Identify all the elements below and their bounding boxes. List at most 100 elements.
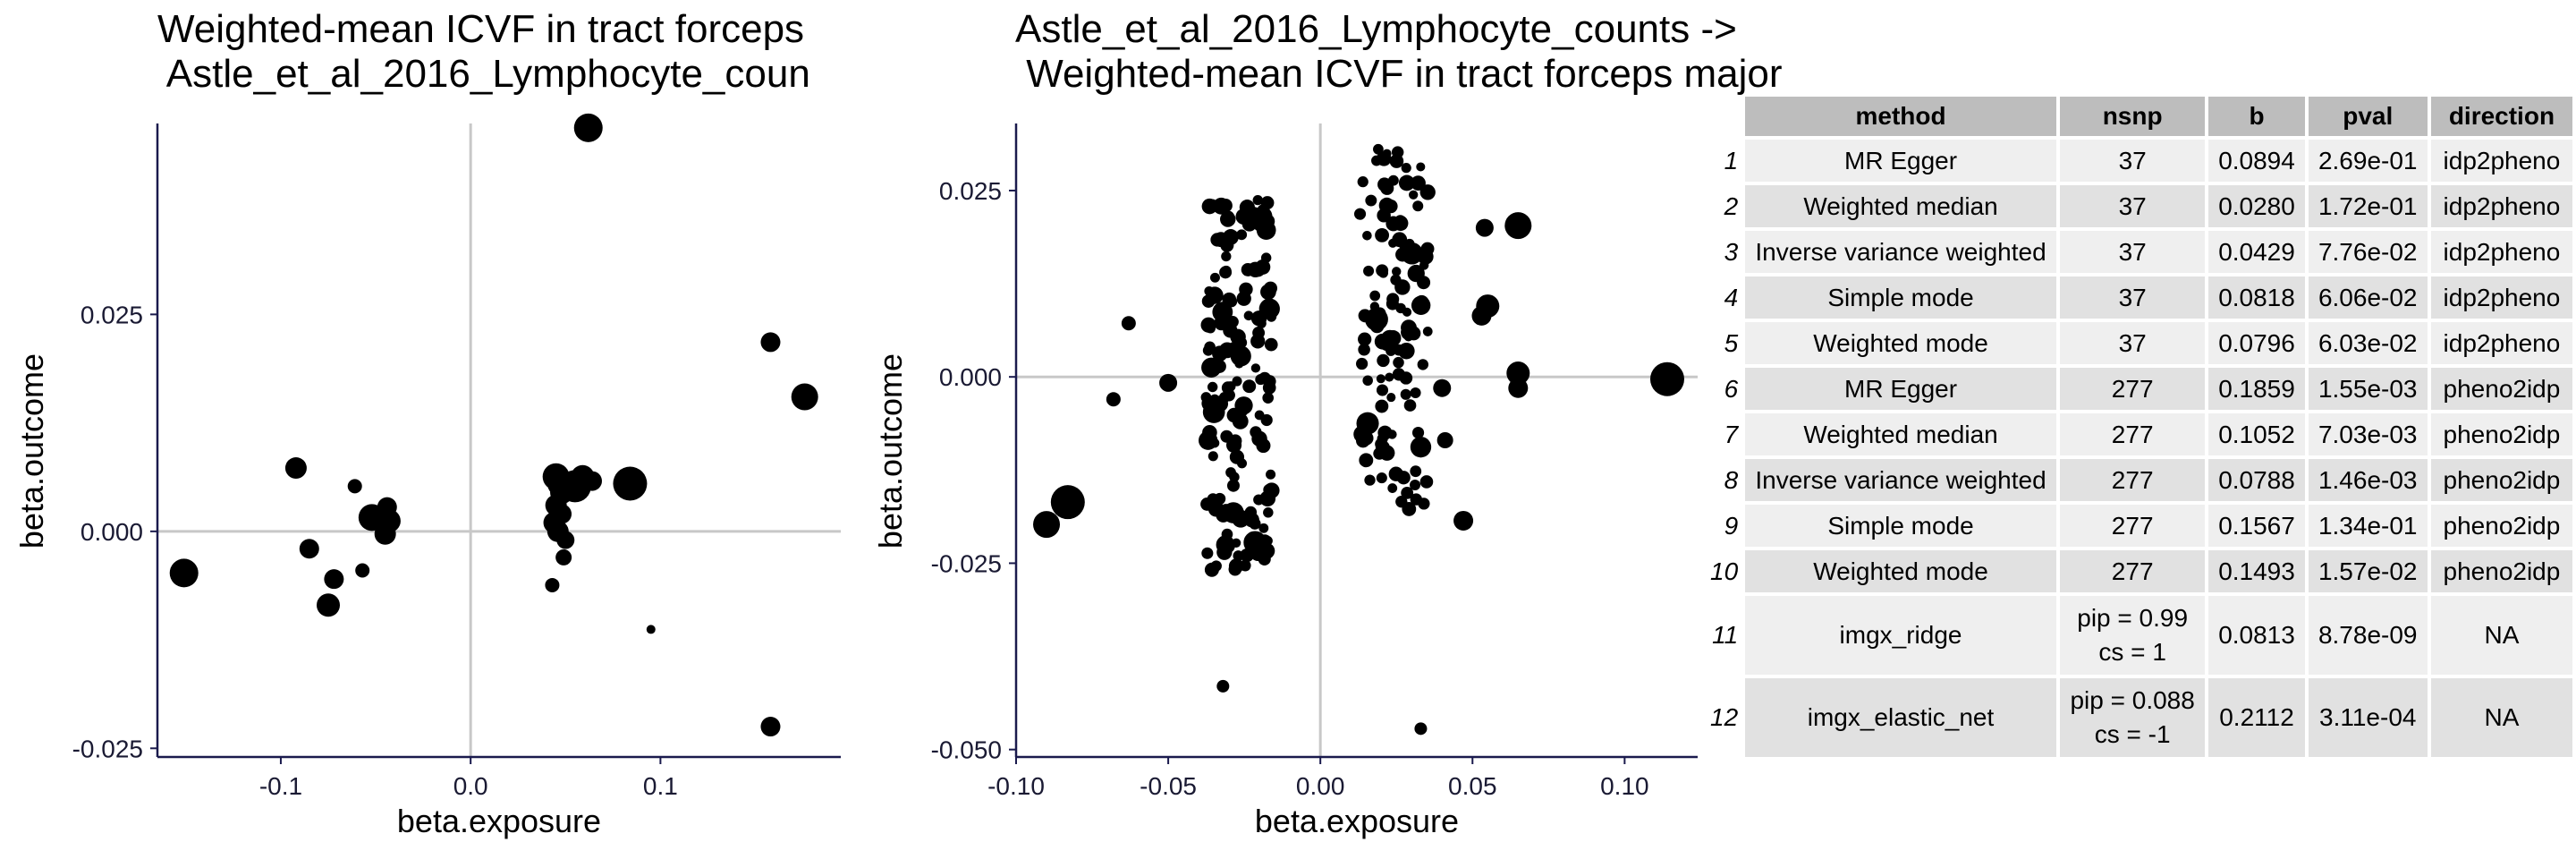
data-point <box>1389 154 1404 168</box>
data-point <box>1358 343 1370 356</box>
data-point <box>613 466 648 501</box>
cell-b: 0.2112 <box>2208 678 2305 757</box>
data-point <box>347 479 362 494</box>
data-point <box>646 625 656 634</box>
header-b: b <box>2208 97 2305 136</box>
data-point <box>1410 387 1421 399</box>
row-id: 8 <box>1724 465 1739 494</box>
row-id: 7 <box>1724 420 1739 448</box>
data-point <box>1250 310 1267 327</box>
cell-nsnp: 277 <box>2059 368 2206 410</box>
data-point <box>1385 330 1402 346</box>
data-point <box>1398 342 1415 360</box>
row-id: 6 <box>1724 374 1739 403</box>
cell-method: MR Egger <box>1745 140 2056 182</box>
data-point <box>1202 344 1214 356</box>
data-point <box>1392 368 1406 381</box>
row-id: 5 <box>1724 328 1739 357</box>
data-point <box>1358 332 1372 346</box>
data-point <box>1225 295 1238 308</box>
y-tick-label: -0.050 <box>931 736 1002 764</box>
data-point <box>1471 305 1492 326</box>
data-point <box>1410 479 1421 490</box>
data-point <box>1402 307 1412 317</box>
row-id: 4 <box>1724 283 1739 311</box>
data-point <box>1243 310 1254 321</box>
data-point <box>1403 399 1417 412</box>
cell-direction: idp2pheno <box>2430 185 2572 227</box>
data-point <box>1433 378 1452 397</box>
nsnp-line1: 277 <box>2111 557 2154 585</box>
data-point <box>1228 562 1242 576</box>
nsnp-line1: 277 <box>2111 420 2154 448</box>
cell-nsnp: pip = 0.99 cs = 1 <box>2059 596 2206 675</box>
nsnp-line1: 277 <box>2111 465 2154 494</box>
nsnp-line1: pip = 0.088 <box>2070 686 2195 714</box>
data-point <box>355 563 370 578</box>
data-point <box>1207 381 1218 393</box>
left-title-line1: Weighted-mean ICVF in tract forceps <box>157 7 805 51</box>
data-point <box>1214 492 1226 506</box>
x-tick-label: -0.10 <box>987 772 1045 800</box>
cell-pval: 6.06e-02 <box>2308 276 2428 319</box>
row-id: 12 <box>1710 703 1739 731</box>
data-point <box>1649 361 1684 396</box>
cell-nsnp: 37 <box>2059 231 2206 273</box>
cell-method: Simple mode <box>1745 505 2056 547</box>
row-id: 10 <box>1710 557 1739 585</box>
data-point <box>1475 218 1494 237</box>
data-point <box>1369 290 1381 302</box>
data-point <box>169 558 199 588</box>
data-point <box>1376 374 1385 384</box>
cell-b: 0.1567 <box>2208 505 2305 547</box>
data-point <box>1376 472 1387 484</box>
data-point <box>1353 208 1367 220</box>
data-point <box>1219 266 1233 279</box>
data-point <box>1508 378 1529 398</box>
cell-pval: 2.69e-01 <box>2308 140 2428 182</box>
data-point <box>556 531 575 549</box>
cell-direction: NA <box>2430 678 2572 757</box>
table-row: 3 Inverse variance weighted 37 0.0429 7.76e-… <box>1703 231 2572 273</box>
data-point <box>1260 196 1275 210</box>
data-point <box>1232 412 1249 430</box>
data-point <box>1209 272 1220 283</box>
x-tick-label: 0.10 <box>1600 772 1649 800</box>
data-point <box>1363 265 1375 276</box>
data-point <box>1373 307 1386 320</box>
y-tick-label: 0.025 <box>939 177 1002 205</box>
data-point <box>1417 359 1429 370</box>
data-point <box>1266 311 1277 322</box>
data-point <box>1404 238 1415 250</box>
x-tick-label: 0.1 <box>643 772 678 800</box>
data-point <box>1411 175 1426 191</box>
cell-nsnp: 37 <box>2059 276 2206 319</box>
data-point <box>1414 294 1429 310</box>
data-point <box>1221 528 1233 540</box>
table-row: 1 MR Egger 37 0.0894 2.69e-01 idp2pheno <box>1703 140 2572 182</box>
nsnp-line1: 37 <box>2118 328 2147 357</box>
cell-method: MR Egger <box>1745 368 2056 410</box>
cell-direction: NA <box>2430 596 2572 675</box>
data-point <box>1375 399 1389 413</box>
data-point <box>299 539 319 559</box>
nsnp-line1: 37 <box>2118 283 2147 311</box>
data-point <box>1385 372 1394 382</box>
data-point <box>1419 260 1429 270</box>
cell-pval: 8.78e-09 <box>2308 596 2428 675</box>
data-point <box>791 383 818 411</box>
data-point <box>1414 722 1428 736</box>
data-point <box>1373 143 1384 155</box>
data-point <box>1219 504 1233 517</box>
cell-pval: 1.72e-01 <box>2308 185 2428 227</box>
data-point <box>1212 395 1229 412</box>
cell-direction: pheno2idp <box>2430 413 2572 455</box>
data-point <box>1362 375 1373 387</box>
data-point <box>1262 381 1276 395</box>
data-point <box>1216 544 1233 560</box>
data-point <box>1208 451 1218 462</box>
data-point <box>1403 332 1413 342</box>
data-point <box>1419 184 1436 200</box>
cell-method: Weighted median <box>1745 185 2056 227</box>
nsnp-line1: pip = 0.99 <box>2077 604 2189 632</box>
